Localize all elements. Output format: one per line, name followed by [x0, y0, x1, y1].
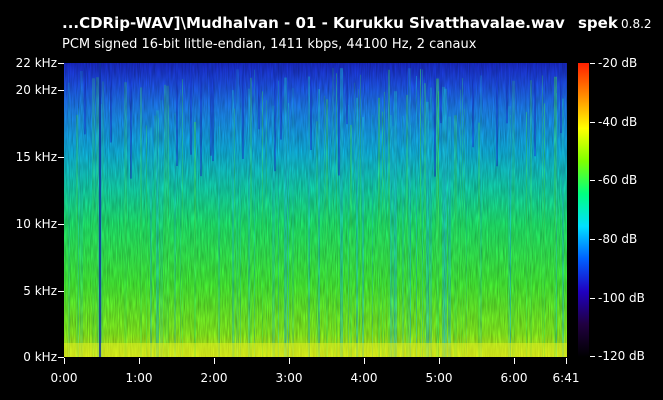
- app-version: 0.8.2: [621, 17, 652, 31]
- time-label-2: 2:00: [200, 371, 228, 385]
- time-label-1: 1:00: [125, 371, 153, 385]
- time-tick: [364, 358, 365, 364]
- freq-label-10k: 10 kHz: [15, 217, 57, 231]
- db-tick: [590, 180, 595, 181]
- freq-label-15k: 15 kHz: [15, 150, 57, 164]
- db-label-40: -40 dB: [598, 115, 638, 129]
- time-label-4: 4:00: [350, 371, 378, 385]
- time-label-6: 6:00: [500, 371, 528, 385]
- freq-label-0k: 0 kHz: [23, 350, 57, 364]
- db-tick: [590, 63, 595, 64]
- stream-info: PCM signed 16-bit little-endian, 1411 kb…: [62, 37, 477, 52]
- time-label-3: 3:00: [275, 371, 303, 385]
- time-tick: [514, 358, 515, 364]
- file-title: ...CDRip-WAV]\Mudhalvan - 01 - Kurukku S…: [62, 14, 565, 32]
- time-label-0: 0:00: [50, 371, 78, 385]
- freq-tick: [58, 291, 64, 292]
- freq-tick: [58, 357, 64, 358]
- time-tick: [64, 358, 65, 364]
- spectrogram-image: [64, 63, 567, 357]
- db-label-80: -80 dB: [598, 232, 638, 246]
- db-label-60: -60 dB: [598, 173, 638, 187]
- colorbar: [578, 63, 589, 357]
- freq-label-22k: 22 kHz: [15, 56, 57, 70]
- time-tick: [289, 358, 290, 364]
- freq-tick: [58, 90, 64, 91]
- db-label-20: -20 dB: [598, 56, 638, 70]
- db-tick: [590, 239, 595, 240]
- spectrogram: [64, 63, 567, 357]
- freq-label-5k: 5 kHz: [23, 284, 57, 298]
- db-tick: [590, 356, 595, 357]
- db-label-100: -100 dB: [598, 291, 645, 305]
- time-tick: [566, 358, 567, 364]
- db-label-120: -120 dB: [598, 349, 645, 363]
- time-tick: [214, 358, 215, 364]
- time-label-5: 5:00: [425, 371, 453, 385]
- time-label-end: 6:41: [552, 371, 580, 385]
- time-tick: [139, 358, 140, 364]
- db-tick: [590, 298, 595, 299]
- freq-tick: [58, 224, 64, 225]
- db-tick: [590, 122, 595, 123]
- freq-tick: [58, 63, 64, 64]
- freq-label-20k: 20 kHz: [15, 83, 57, 97]
- freq-tick: [58, 157, 64, 158]
- app-name: spek: [578, 14, 618, 32]
- time-tick: [439, 358, 440, 364]
